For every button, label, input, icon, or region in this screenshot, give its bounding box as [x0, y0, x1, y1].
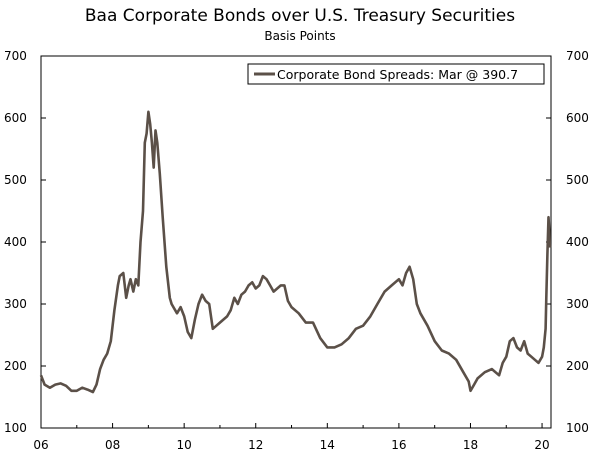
y-tick-label-right: 500 — [566, 173, 589, 187]
y-tick-label-right: 700 — [566, 49, 589, 63]
x-tick-label: 08 — [105, 438, 120, 452]
x-tick-label: 14 — [320, 438, 335, 452]
series-layer — [39, 110, 552, 394]
x-tick-label: 20 — [534, 438, 549, 452]
y-tick-label-left: 200 — [4, 359, 27, 373]
legend-box — [247, 63, 545, 85]
y-tick-label-left: 700 — [4, 49, 27, 63]
y-tick-label-right: 600 — [566, 111, 589, 125]
y-tick-label-right: 400 — [566, 235, 589, 249]
x-tick-label: 18 — [463, 438, 478, 452]
y-tick-label-left: 100 — [4, 421, 27, 435]
y-tick-label-right: 100 — [566, 421, 589, 435]
y-tick-label-right: 300 — [566, 297, 589, 311]
y-tick-label-right: 200 — [566, 359, 589, 373]
chart-subtitle: Basis Points — [264, 29, 336, 43]
plot-area-frame — [40, 55, 552, 429]
y-tick-label-left: 500 — [4, 173, 27, 187]
legend: Corporate Bond Spreads: Mar @ 390.7 — [247, 63, 545, 85]
x-tick-label: 12 — [248, 438, 263, 452]
x-tick-label: 10 — [177, 438, 192, 452]
axis-ticks: 100 100 200 200 300 300 400 400 500 500 600 600 700 7… — [4, 49, 589, 452]
chart-title: Baa Corporate Bonds over U.S. Treasury S… — [84, 6, 516, 26]
series-line-corporate-bond-spreads — [39, 110, 552, 394]
x-tick-label: 06 — [33, 438, 48, 452]
y-tick-label-left: 600 — [4, 111, 27, 125]
y-tick-label-left: 300 — [4, 297, 27, 311]
legend-label: Corporate Bond Spreads: Mar @ 390.7 — [277, 67, 518, 82]
y-tick-label-left: 400 — [4, 235, 27, 249]
x-tick-label: 16 — [391, 438, 406, 452]
